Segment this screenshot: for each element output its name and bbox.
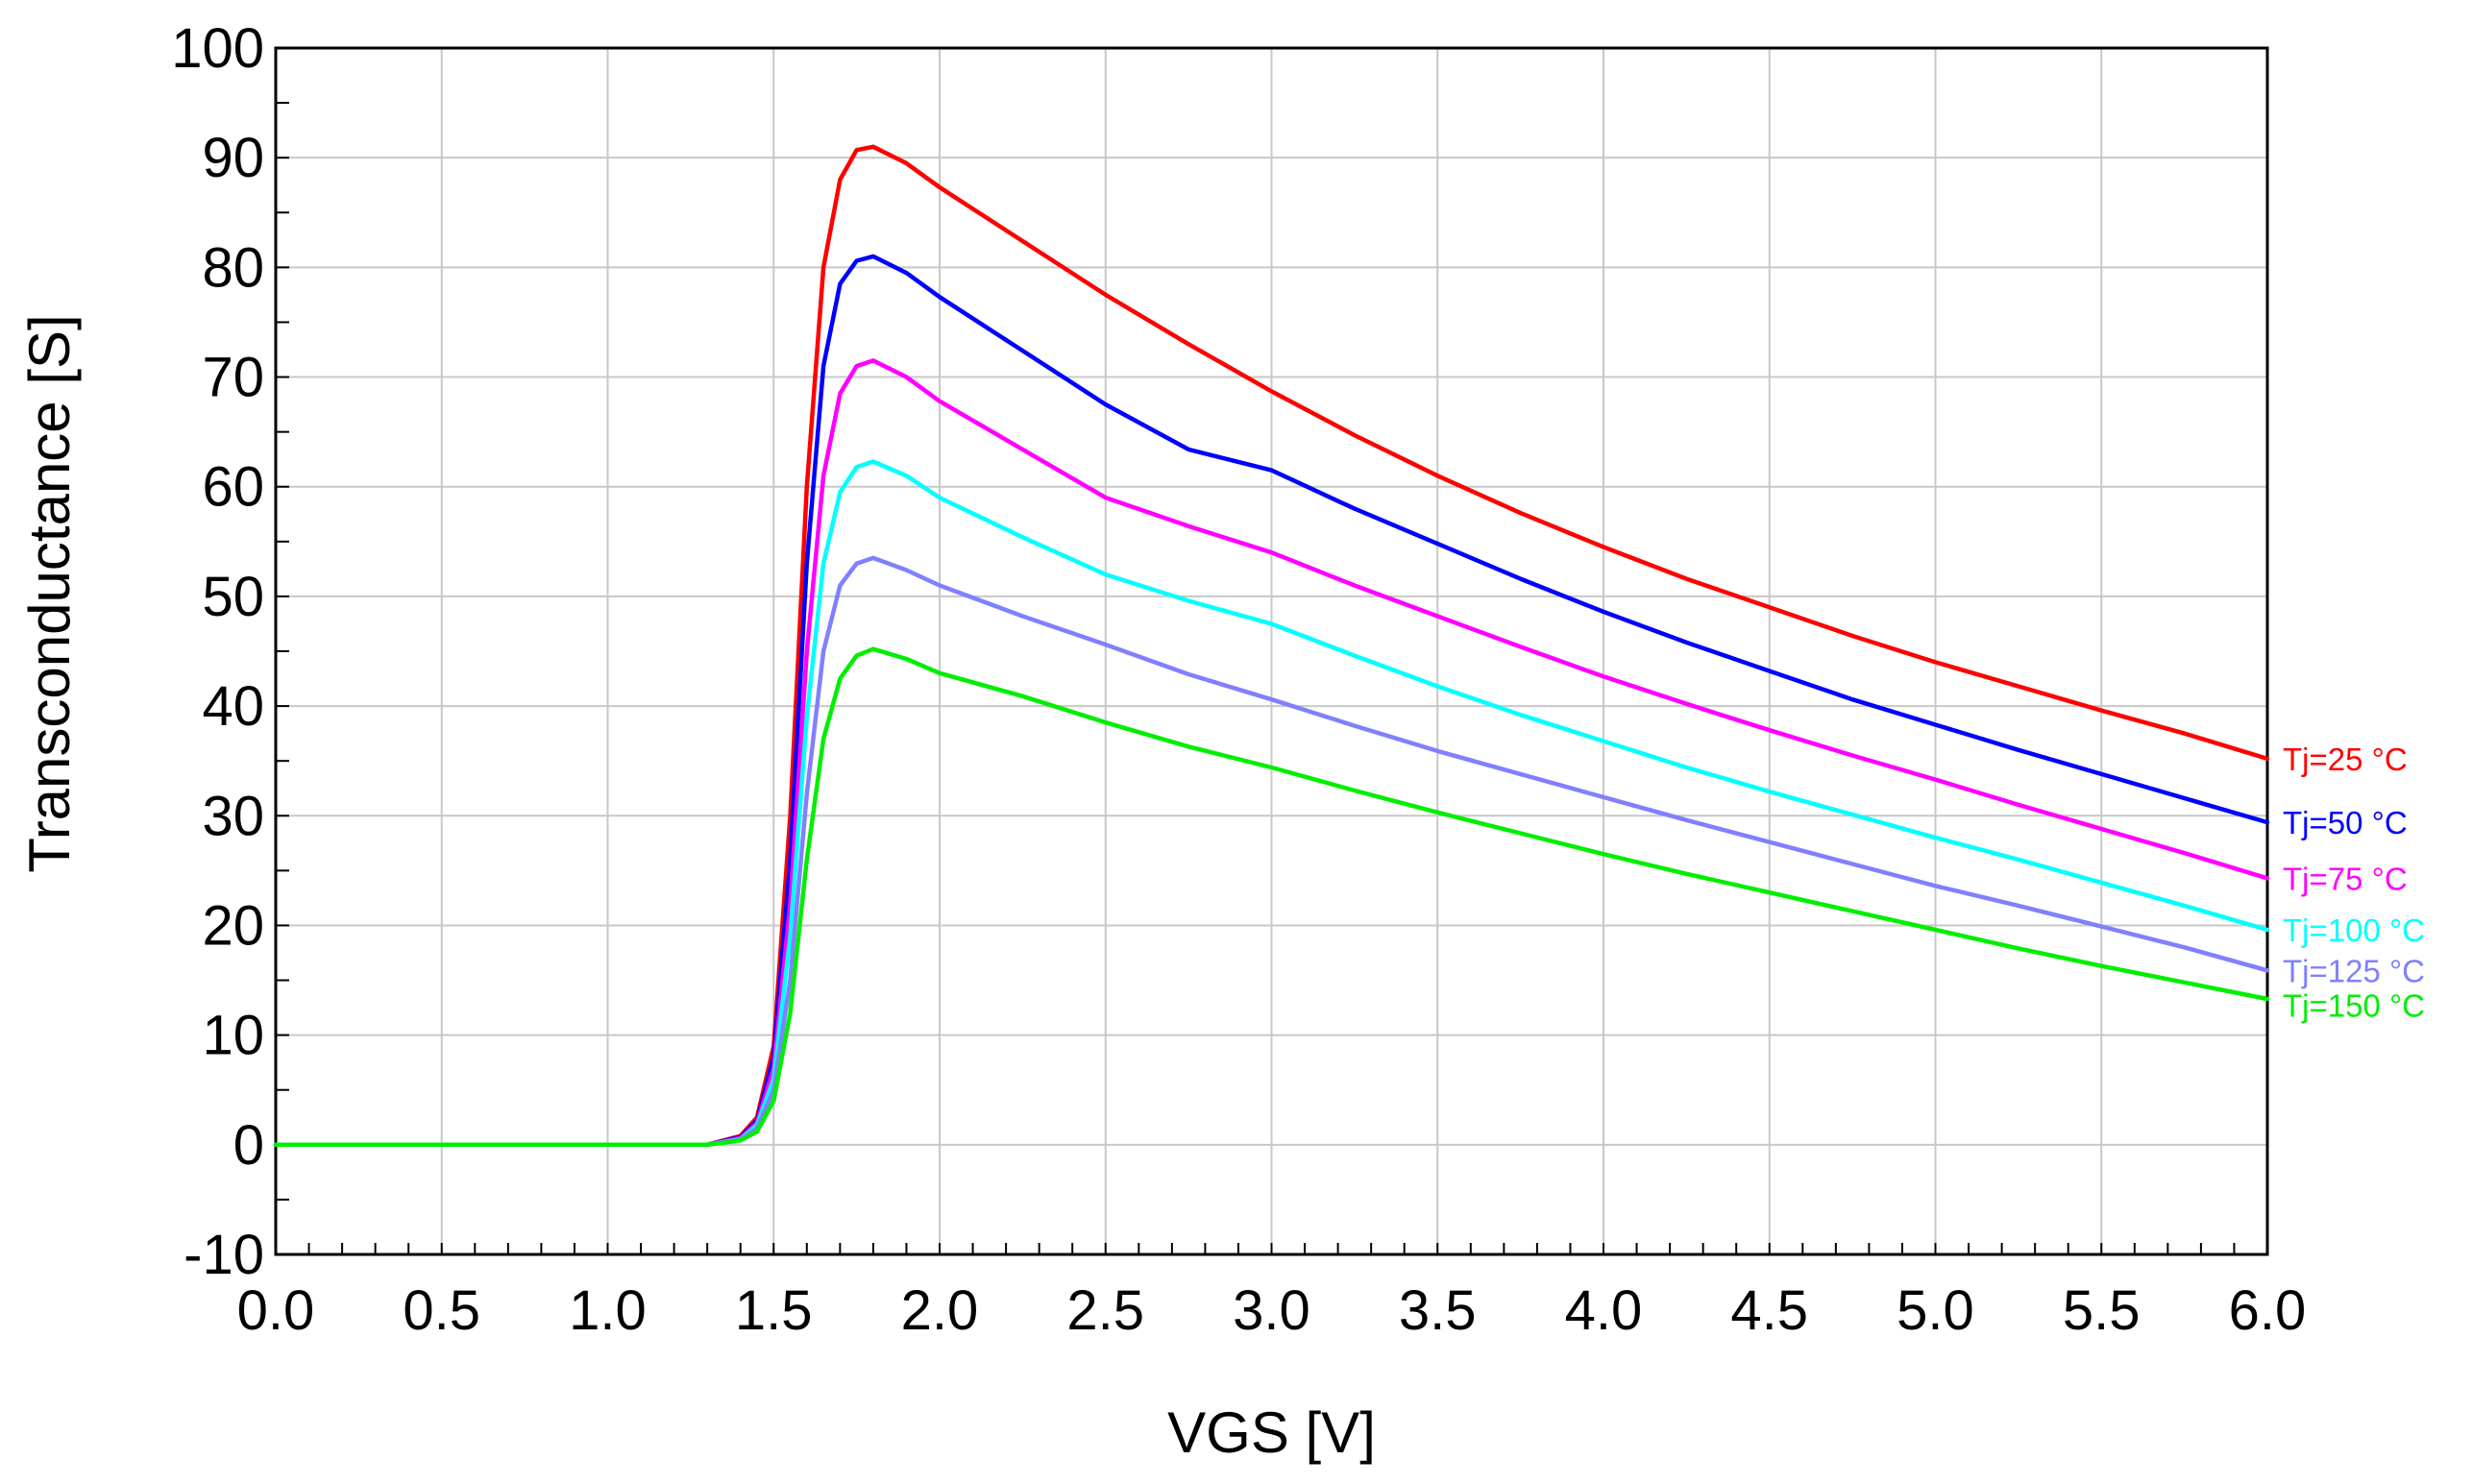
series-label: Tj=125 °C [2283, 953, 2425, 988]
y-tick-labels: -10 0 10 20 30 40 50 60 70 80 90 100 [171, 17, 264, 1286]
x-tick-label: 2.0 [901, 1279, 979, 1342]
x-axis-title: VGS [V] [1167, 1400, 1376, 1465]
series-line [273, 459, 2270, 1148]
x-tick-label: 1.0 [569, 1279, 647, 1342]
series-labels: Tj=25 °C Tj=50 °C Tj=75 °C Tj=100 °C Tj=125 … [2283, 742, 2425, 1023]
x-tick-label: 0.5 [403, 1279, 480, 1342]
series-line [273, 646, 2270, 1148]
y-tick-label: 0 [233, 1114, 264, 1177]
y-tick-label: 90 [202, 127, 264, 189]
series-label: Tj=100 °C [2283, 912, 2425, 948]
series-line [273, 254, 2270, 1148]
series-label: Tj=75 °C [2283, 861, 2408, 896]
series-line [273, 555, 2270, 1148]
series-label: Tj=150 °C [2283, 987, 2425, 1023]
y-tick-label: 20 [202, 894, 264, 957]
x-tick-label: 6.0 [2229, 1279, 2307, 1342]
x-tick-label: 3.0 [1233, 1279, 1310, 1342]
grid [276, 48, 2267, 1254]
series-line [273, 358, 2270, 1148]
series-lines [273, 144, 2270, 1148]
x-tick-label: 1.5 [735, 1279, 813, 1342]
y-tick-label: 80 [202, 236, 264, 299]
x-tick-label: 2.5 [1066, 1279, 1144, 1342]
series-label: Tj=50 °C [2283, 805, 2408, 840]
y-tick-label: 40 [202, 675, 264, 738]
y-tick-label: 70 [202, 347, 264, 409]
y-tick-label: 100 [171, 17, 264, 80]
y-tick-label: 60 [202, 456, 264, 519]
x-tick-label: 3.5 [1399, 1279, 1477, 1342]
x-tick-label: 5.5 [2063, 1279, 2141, 1342]
y-tick-label: 30 [202, 785, 264, 847]
plot-frame [274, 46, 2269, 1256]
x-tick-label: 4.0 [1565, 1279, 1643, 1342]
minor-ticks [275, 47, 2268, 1255]
y-tick-label: 10 [202, 1005, 264, 1067]
x-tick-label: 4.5 [1730, 1279, 1808, 1342]
series-label: Tj=25 °C [2283, 742, 2408, 777]
x-tick-label: 0.0 [237, 1279, 315, 1342]
x-tick-labels: 0.0 0.5 1.0 1.5 2.0 2.5 3.0 3.5 4.0 4.5 5.0 5.5 6.0 [237, 1279, 2307, 1342]
y-tick-label: 50 [202, 566, 264, 628]
x-tick-label: 5.0 [1897, 1279, 1974, 1342]
y-tick-label: -10 [184, 1224, 264, 1286]
series-line [273, 144, 2270, 1148]
y-axis-title: Transconductance [S] [17, 314, 82, 872]
